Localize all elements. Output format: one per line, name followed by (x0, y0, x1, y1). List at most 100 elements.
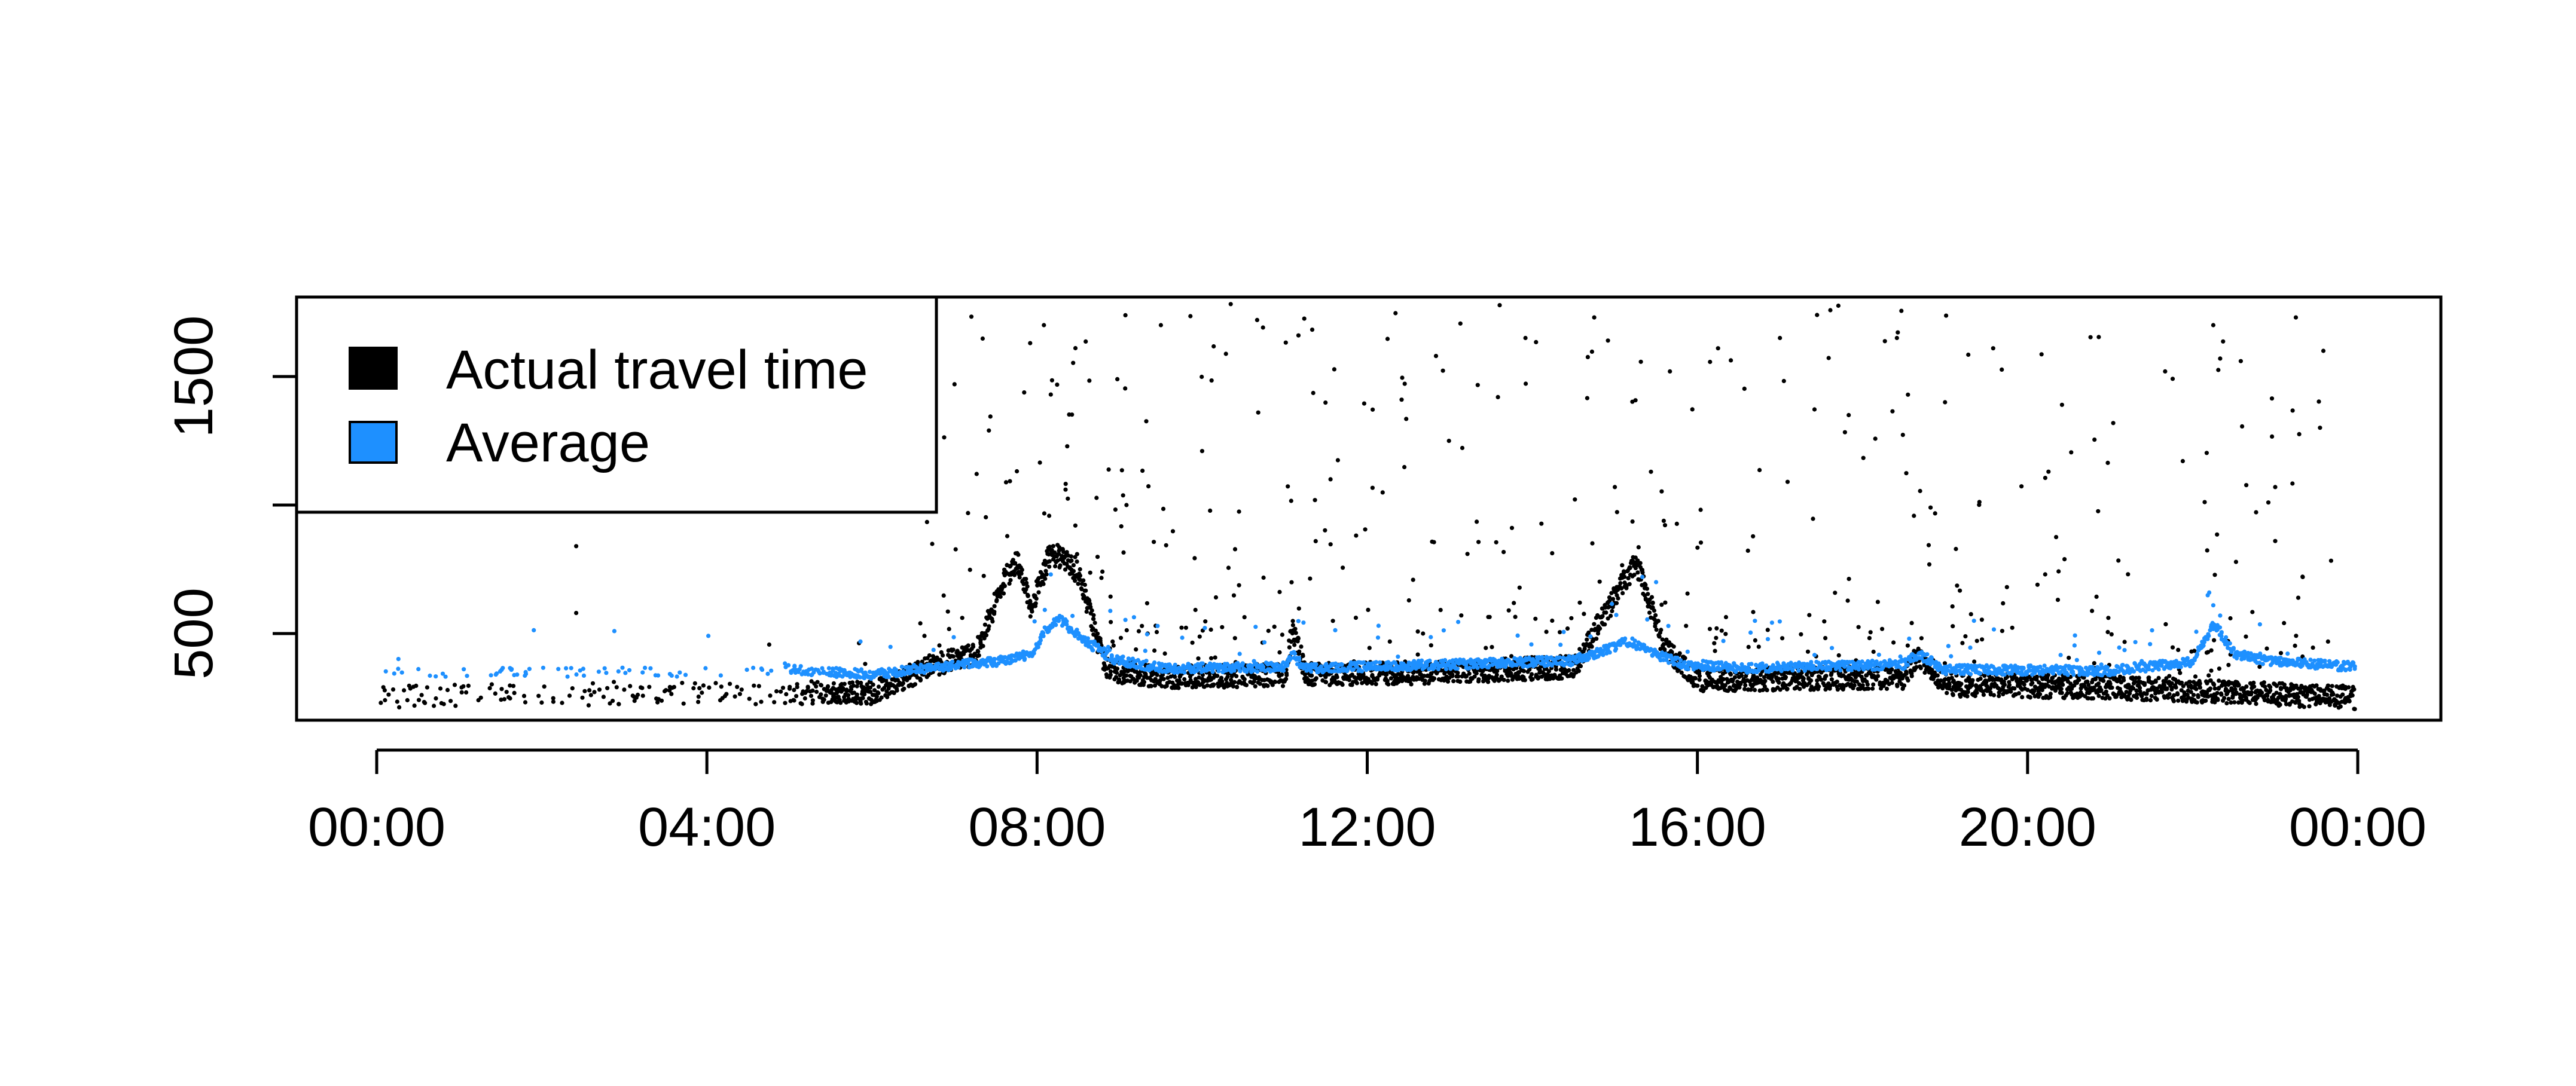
actual-travel-time-point-outlier (1380, 490, 1385, 495)
actual-travel-time-point-outlier (1330, 619, 1335, 623)
actual-travel-time-point-outlier (1836, 303, 1841, 308)
actual-travel-time-point (2156, 675, 2161, 680)
actual-travel-time-point (1640, 570, 1645, 575)
actual-travel-time-point-outlier (2163, 622, 2168, 626)
actual-travel-time-point (985, 628, 990, 633)
actual-travel-time-point (1451, 679, 1456, 684)
actual-travel-time-point (632, 699, 637, 703)
actual-travel-time-point (1063, 567, 1068, 572)
actual-travel-time-point-outlier (1506, 608, 1511, 613)
actual-travel-time-point-outlier (1411, 577, 1415, 582)
actual-travel-time-point (1649, 595, 1655, 599)
actual-travel-time-point (1693, 676, 1698, 681)
actual-travel-time-point (1965, 690, 1970, 695)
actual-travel-time-point-outlier (1140, 469, 1145, 473)
actual-travel-time-point-outlier (1363, 527, 1368, 532)
actual-travel-time-point-outlier (1807, 613, 1812, 617)
actual-travel-time-point (696, 695, 701, 699)
actual-travel-time-point (794, 694, 799, 699)
actual-travel-time-point (846, 693, 850, 698)
actual-travel-time-point (1082, 594, 1086, 599)
actual-travel-time-point (2197, 685, 2202, 690)
actual-travel-time-point-outlier (1904, 471, 1909, 476)
actual-travel-time-point-outlier (2106, 616, 2111, 620)
actual-travel-time-point-outlier (1311, 390, 1316, 396)
actual-travel-time-point (951, 647, 956, 652)
actual-travel-time-point-outlier (1512, 601, 1516, 605)
actual-travel-time-point (1970, 678, 1975, 683)
actual-travel-time-point-outlier (2059, 402, 2064, 407)
actual-travel-time-point (1211, 682, 1216, 687)
actual-travel-time-point (614, 685, 619, 690)
actual-travel-time-point (2350, 693, 2355, 698)
actual-travel-time-point (987, 624, 991, 629)
actual-travel-time-point (402, 688, 407, 693)
actual-travel-time-points (379, 302, 2357, 711)
actual-travel-time-point (1148, 684, 1153, 689)
actual-travel-time-point (2176, 647, 2181, 652)
actual-travel-time-point (1429, 643, 1433, 648)
actual-travel-time-point (1620, 591, 1625, 596)
actual-travel-time-point (1024, 577, 1028, 582)
actual-travel-time-point (1069, 558, 1074, 563)
actual-travel-time-point-outlier (960, 616, 965, 620)
actual-travel-time-point-outlier (1523, 335, 1528, 341)
actual-travel-time-point-outlier (1861, 455, 1866, 460)
actual-travel-time-point (879, 695, 884, 700)
actual-travel-time-point (1138, 673, 1143, 678)
actual-travel-time-point (1742, 687, 1747, 692)
average-point (1070, 613, 1075, 619)
average-point (1173, 662, 1177, 667)
actual-travel-time-point (941, 653, 945, 658)
actual-travel-time-point (2346, 685, 2351, 690)
actual-travel-time-point (1136, 629, 1142, 634)
actual-travel-time-point (636, 692, 640, 698)
actual-travel-time-point (1352, 675, 1357, 680)
actual-travel-time-point-outlier (1539, 521, 1544, 526)
actual-travel-time-point-outlier (2300, 574, 2305, 579)
actual-travel-time-point (1567, 668, 1571, 673)
actual-travel-time-point (1108, 672, 1113, 677)
actual-travel-time-point-outlier (1296, 606, 1301, 611)
actual-travel-time-point-outlier (1954, 546, 1958, 552)
actual-travel-time-point (1409, 682, 1414, 687)
actual-travel-time-point (1857, 682, 1861, 687)
average-point (1143, 648, 1147, 653)
actual-travel-time-point-outlier (2244, 483, 2249, 488)
actual-travel-time-point (1158, 678, 1162, 683)
actual-travel-time-point (1723, 683, 1727, 688)
actual-travel-time-point-outlier (1003, 480, 1009, 485)
actual-travel-time-point (1025, 592, 1030, 598)
actual-travel-time-point-outlier (2290, 481, 2295, 486)
actual-travel-time-point (1057, 565, 1062, 570)
actual-travel-time-point-outlier (1283, 340, 1288, 345)
actual-travel-time-point-outlier (1668, 369, 1672, 374)
actual-travel-time-point (1258, 681, 1262, 686)
actual-travel-time-point (990, 619, 995, 624)
average-point (1144, 632, 1149, 637)
actual-travel-time-point (732, 694, 737, 699)
average-point (888, 644, 893, 649)
actual-travel-time-point-outlier (1573, 497, 1577, 502)
average-point (1042, 607, 1047, 613)
actual-travel-time-point-outlier (1332, 367, 1336, 372)
actual-travel-time-point (1620, 563, 1625, 568)
actual-travel-time-point (810, 688, 815, 693)
actual-travel-time-point (2096, 693, 2101, 698)
actual-travel-time-point (2154, 697, 2159, 702)
actual-travel-time-point (1748, 687, 1753, 692)
actual-travel-time-point (459, 690, 464, 695)
actual-travel-time-point-outlier (1927, 562, 1932, 567)
actual-travel-time-point (1073, 579, 1078, 583)
actual-travel-time-point (452, 683, 457, 687)
actual-travel-time-point (2278, 702, 2282, 707)
actual-travel-time-point (466, 683, 471, 688)
actual-travel-time-point (1076, 582, 1081, 586)
actual-travel-time-point (927, 653, 932, 658)
actual-travel-time-point (844, 689, 849, 693)
actual-travel-time-point-outlier (2294, 634, 2299, 638)
actual-travel-time-point (383, 698, 387, 703)
actual-travel-time-point (1490, 645, 1494, 650)
actual-travel-time-point (1609, 591, 1614, 595)
